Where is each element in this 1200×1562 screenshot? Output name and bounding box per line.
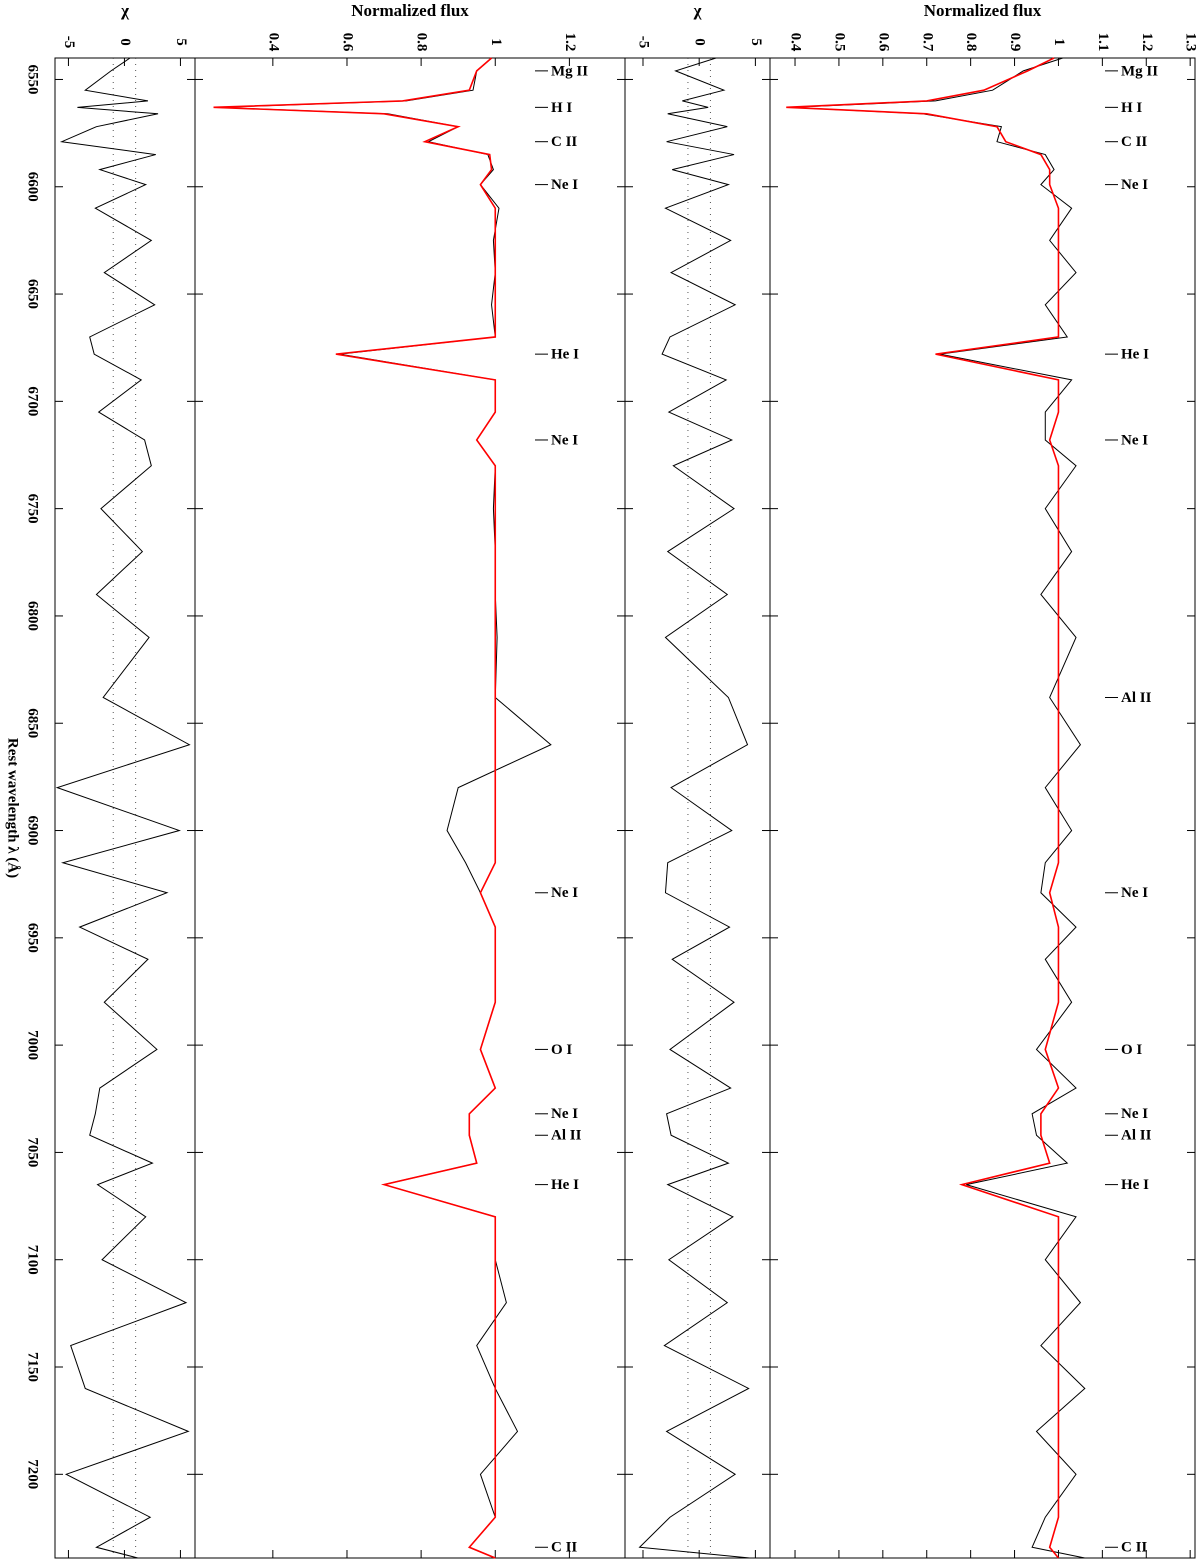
- line-id-label: Ne I: [551, 1106, 578, 1122]
- x-tick-label: 7050: [25, 1137, 41, 1167]
- x-tick-label: 6900: [25, 816, 41, 846]
- line-id-label: H I: [551, 100, 572, 116]
- y-tick-label: 0: [117, 38, 133, 46]
- line-id-label: O I: [1121, 1042, 1142, 1058]
- y-tick-label: 0.8: [414, 33, 430, 52]
- line-id-label: H I: [1121, 100, 1142, 116]
- x-tick-label: 6550: [25, 64, 41, 94]
- line-id-label: Ne I: [551, 432, 578, 448]
- line-id-label: Ne I: [551, 885, 578, 901]
- y-tick-label: 5: [173, 38, 189, 46]
- y-axis-title: χ: [120, 1, 129, 20]
- line-id-label: Ne I: [1121, 1106, 1148, 1122]
- line-id-label: C II: [1121, 134, 1147, 150]
- x-tick-label: 7000: [25, 1030, 41, 1060]
- x-tick-label: 7150: [25, 1352, 41, 1382]
- line-id-label: He I: [551, 1177, 579, 1193]
- line-id-label: Mg II: [1121, 63, 1158, 79]
- line-id-label: Al II: [1121, 690, 1152, 706]
- line-id-label: C II: [551, 1540, 577, 1556]
- y-tick-label: 1.1: [1095, 33, 1111, 52]
- spectrum-line: [55, 57, 191, 1559]
- panel-frame: [194, 57, 626, 1559]
- spectrum-line: [213, 57, 497, 1559]
- line-id-label: Ne I: [1121, 177, 1148, 193]
- line-id-label: Ne I: [1121, 885, 1148, 901]
- y-tick-label: 1.2: [1139, 33, 1155, 52]
- panel-frame: [54, 57, 196, 1559]
- x-tick-label: 7200: [25, 1459, 41, 1489]
- y-tick-label: 0.9: [1007, 33, 1023, 52]
- spectrum-line: [217, 57, 552, 1559]
- line-id-label: He I: [551, 347, 579, 363]
- line-id-label: Ne I: [1121, 432, 1148, 448]
- y-tick-label: 1.2: [562, 33, 578, 52]
- x-tick-label: 6950: [25, 923, 41, 953]
- line-id-label: Ne I: [551, 177, 578, 193]
- y-tick-label: 1: [488, 38, 504, 46]
- spectrum-line: [638, 57, 750, 1559]
- line-id-label: Al II: [551, 1128, 582, 1144]
- y-tick-label: 0.6: [875, 33, 891, 52]
- line-id-label: He I: [1121, 347, 1149, 363]
- x-axis-title: Rest wavelength λ (Å): [5, 738, 21, 878]
- panel-frame: [769, 57, 1196, 1559]
- y-tick-label: 1: [1051, 38, 1067, 46]
- line-id-label: C II: [551, 134, 577, 150]
- y-tick-label: 0.4: [265, 33, 281, 52]
- line-id-label: He I: [1121, 1177, 1149, 1193]
- x-tick-label: 6650: [25, 279, 41, 309]
- x-tick-label: 7100: [25, 1245, 41, 1275]
- line-id-label: Mg II: [551, 63, 588, 79]
- spectrum-line: [786, 57, 1060, 1559]
- x-tick-label: 6750: [25, 494, 41, 524]
- y-axis-title: Normalized flux: [351, 1, 469, 20]
- x-tick-label: 6700: [25, 386, 41, 416]
- y-tick-label: 0.8: [963, 33, 979, 52]
- x-tick-label: 6600: [25, 172, 41, 202]
- y-tick-label: 5: [748, 38, 764, 46]
- y-tick-label: 0.7: [919, 33, 935, 52]
- y-tick-label: 0.6: [340, 33, 356, 52]
- line-id-label: O I: [551, 1042, 572, 1058]
- panel-frame: [624, 57, 771, 1559]
- x-tick-label: 6850: [25, 708, 41, 738]
- spectrum-line: [790, 57, 1086, 1559]
- y-axis-title: χ: [693, 1, 702, 20]
- y-axis-title: Normalized flux: [924, 1, 1042, 20]
- line-id-label: C II: [1121, 1540, 1147, 1556]
- line-id-label: Al II: [1121, 1128, 1152, 1144]
- y-tick-label: 0.5: [831, 33, 847, 52]
- y-tick-label: 0.4: [788, 33, 804, 52]
- y-tick-label: 1.3: [1183, 33, 1199, 52]
- y-tick-label: -5: [61, 36, 77, 49]
- y-tick-label: -5: [636, 36, 652, 49]
- x-tick-label: 6800: [25, 601, 41, 631]
- y-tick-label: 0: [692, 38, 708, 46]
